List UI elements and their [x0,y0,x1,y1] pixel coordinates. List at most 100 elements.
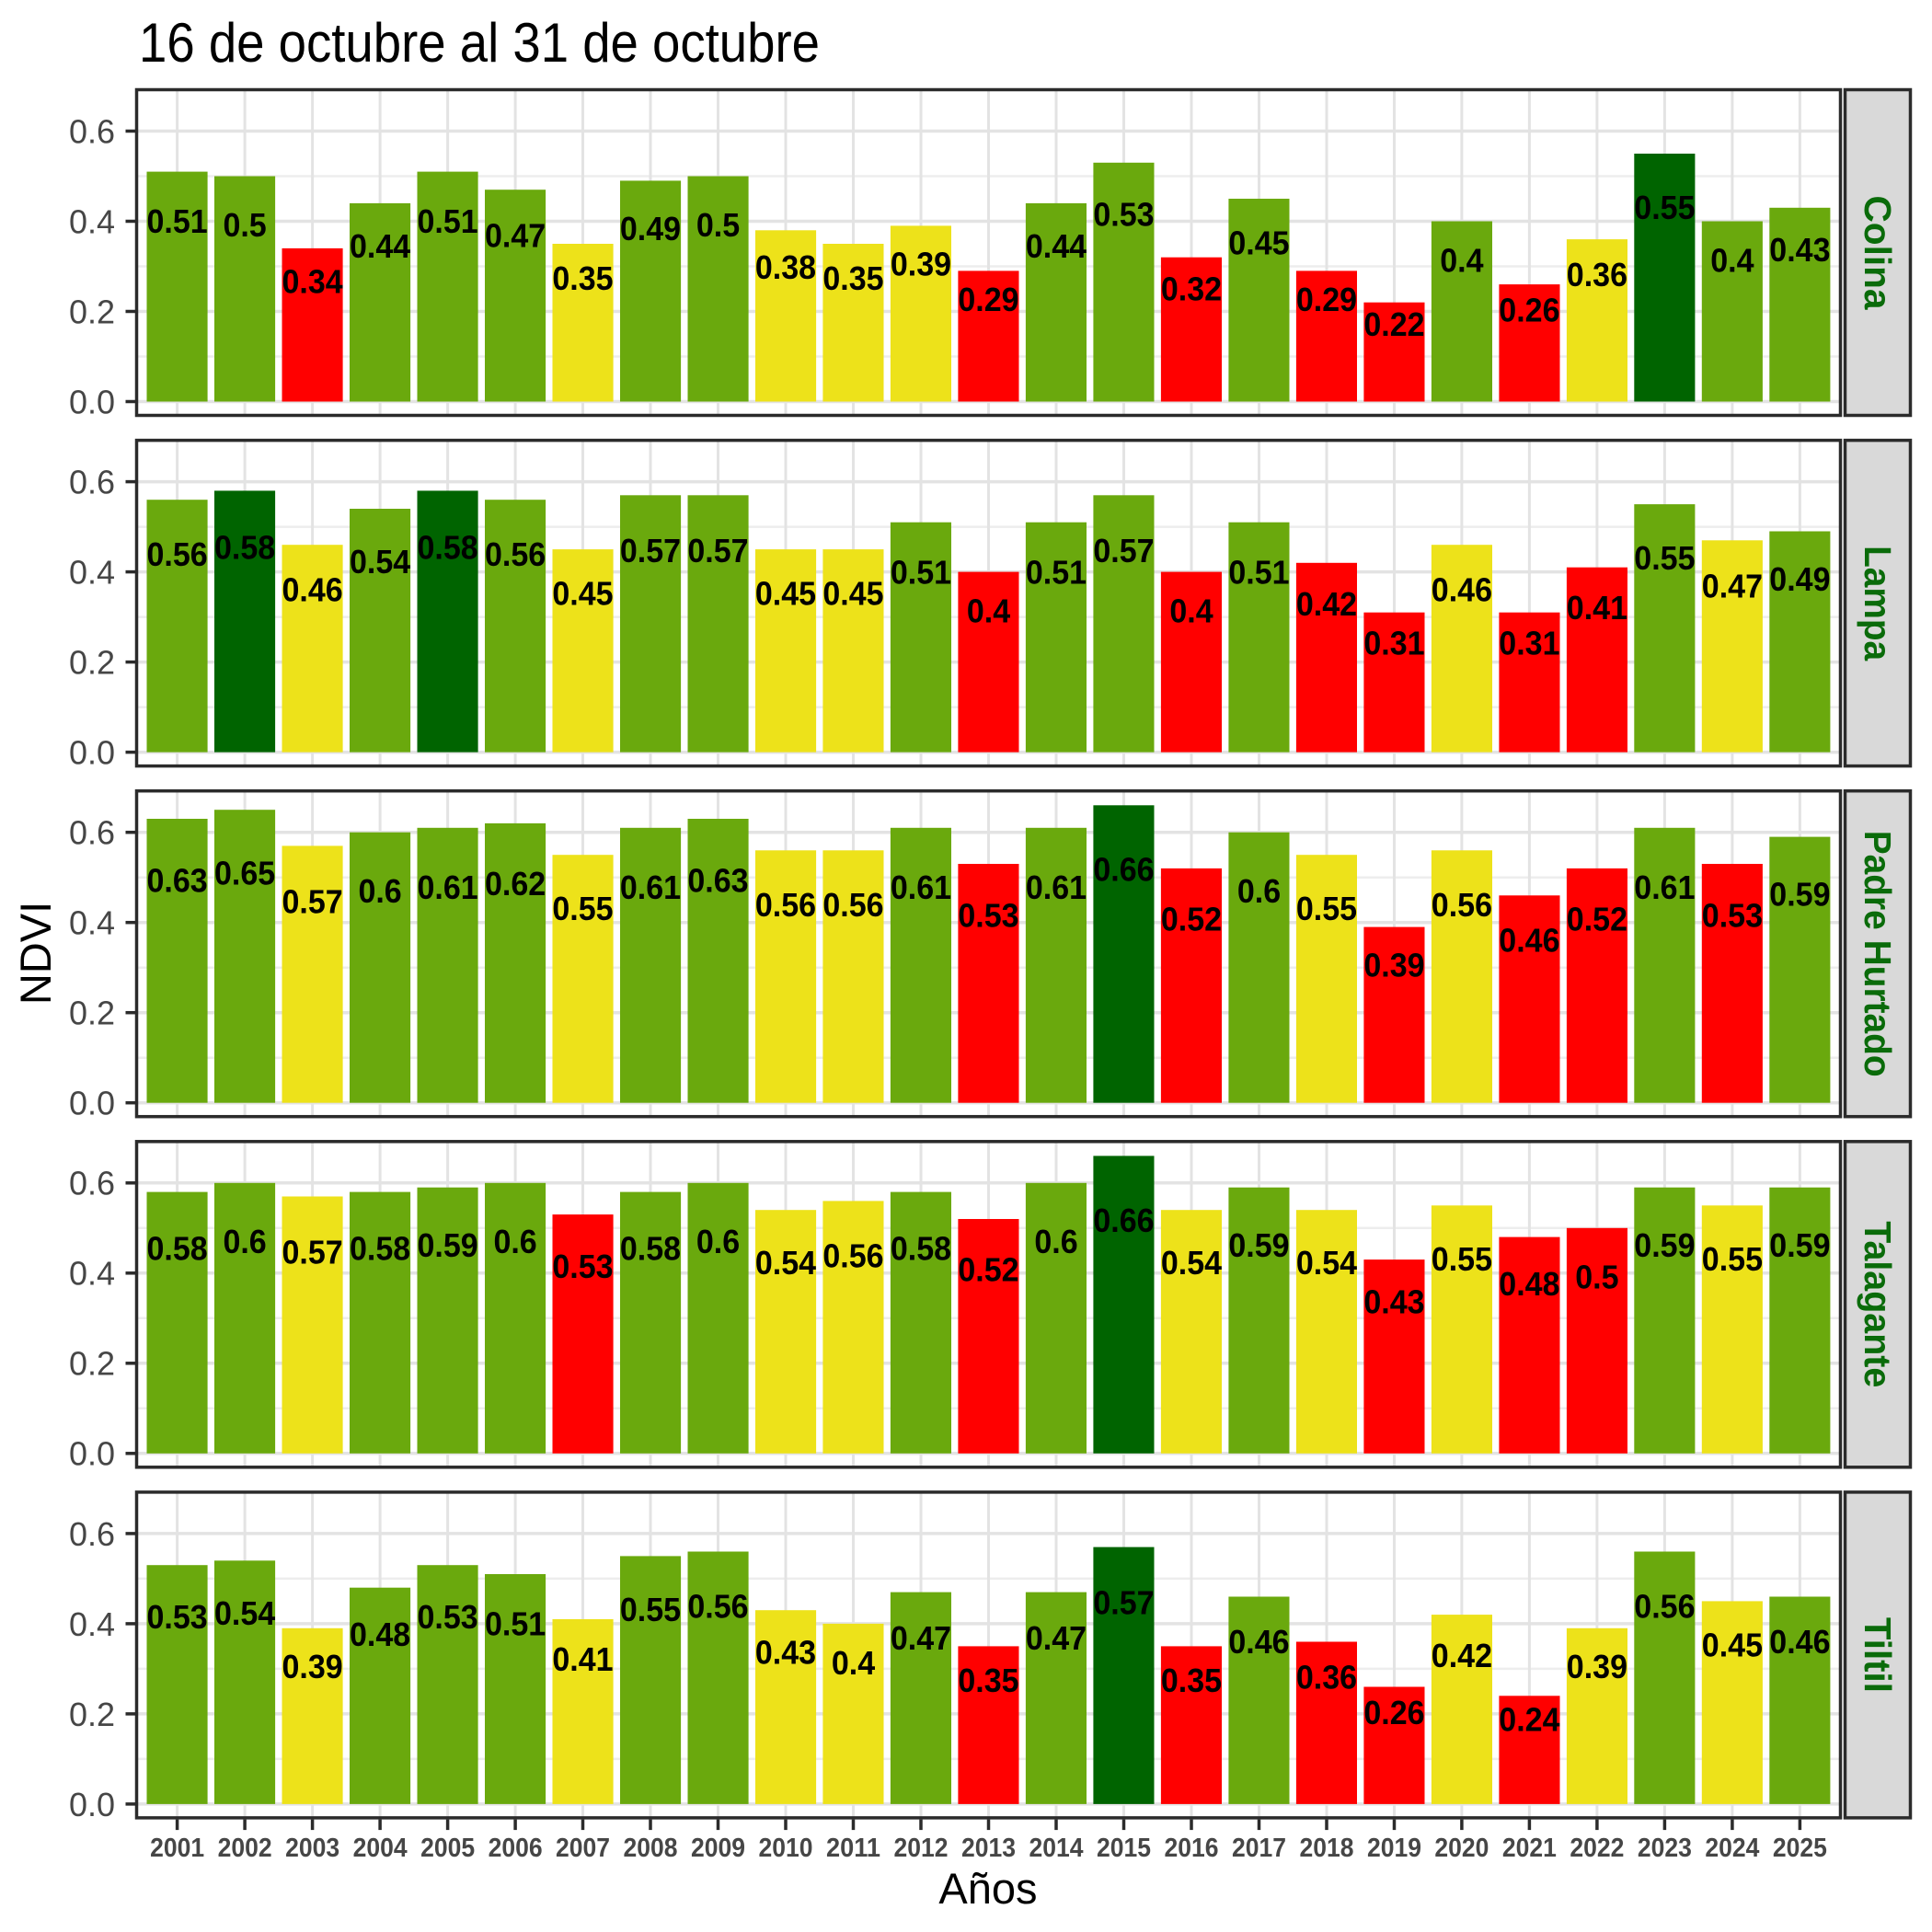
svg-text:0.55: 0.55 [1634,539,1695,577]
svg-text:0.6: 0.6 [69,112,115,150]
svg-text:0.52: 0.52 [958,1251,1018,1289]
svg-text:0.59: 0.59 [1769,876,1830,914]
svg-text:0.34: 0.34 [282,263,344,301]
svg-text:0.2: 0.2 [69,644,115,682]
svg-text:2022: 2022 [1570,1834,1624,1863]
svg-text:0.38: 0.38 [755,248,816,286]
svg-text:16 de octubre al 31 de octubre: 16 de octubre al 31 de octubre [139,12,820,74]
svg-text:0.56: 0.56 [1432,886,1492,924]
svg-text:2021: 2021 [1502,1834,1557,1863]
svg-text:0.57: 0.57 [1093,532,1154,569]
svg-text:0.6: 0.6 [1034,1223,1077,1260]
svg-text:2010: 2010 [759,1834,813,1863]
svg-text:0.54: 0.54 [1161,1244,1223,1282]
svg-text:0.42: 0.42 [1432,1637,1492,1674]
svg-text:0.39: 0.39 [891,245,951,282]
svg-text:0.35: 0.35 [552,259,613,297]
svg-text:0.0: 0.0 [69,1435,115,1473]
svg-text:0.57: 0.57 [620,532,681,569]
svg-text:0.58: 0.58 [350,1230,410,1268]
svg-text:0.46: 0.46 [282,571,343,609]
svg-text:0.4: 0.4 [1169,592,1213,630]
svg-text:0.61: 0.61 [620,868,681,906]
svg-text:0.6: 0.6 [69,814,115,852]
svg-text:0.43: 0.43 [1363,1282,1424,1320]
svg-text:0.45: 0.45 [822,574,883,612]
svg-text:0.61: 0.61 [418,868,478,906]
svg-text:0.44: 0.44 [1026,227,1087,265]
svg-text:0.53: 0.53 [552,1248,613,1285]
svg-text:0.51: 0.51 [1228,553,1289,591]
svg-text:0.41: 0.41 [552,1640,613,1678]
svg-text:0.4: 0.4 [69,202,115,240]
svg-text:0.6: 0.6 [69,1165,115,1202]
svg-text:0.58: 0.58 [891,1230,951,1268]
svg-text:0.5: 0.5 [696,206,740,244]
svg-text:2020: 2020 [1434,1834,1489,1863]
svg-text:0.2: 0.2 [69,1345,115,1383]
svg-text:0.44: 0.44 [350,227,411,265]
svg-text:2006: 2006 [489,1834,543,1863]
svg-text:0.57: 0.57 [687,532,748,569]
svg-text:0.39: 0.39 [1567,1648,1627,1685]
svg-text:0.4: 0.4 [967,592,1011,630]
svg-text:0.61: 0.61 [891,868,951,906]
svg-text:2002: 2002 [218,1834,272,1863]
svg-text:0.66: 0.66 [1093,1202,1154,1239]
svg-text:0.53: 0.53 [418,1598,478,1636]
svg-text:0.51: 0.51 [418,202,478,240]
svg-text:0.35: 0.35 [822,259,883,297]
svg-text:0.0: 0.0 [69,1085,115,1122]
svg-text:0.46: 0.46 [1228,1623,1289,1661]
svg-text:0.59: 0.59 [418,1226,478,1264]
svg-text:Años: Años [938,1864,1037,1913]
svg-text:0.55: 0.55 [1634,189,1695,226]
svg-text:2005: 2005 [420,1834,475,1863]
svg-text:0.6: 0.6 [69,1515,115,1553]
svg-text:0.0: 0.0 [69,734,115,772]
svg-text:0.49: 0.49 [620,210,681,247]
svg-text:0.45: 0.45 [1228,224,1289,261]
svg-text:0.61: 0.61 [1026,868,1087,906]
svg-text:Colina: Colina [1857,196,1899,311]
svg-text:0.4: 0.4 [1710,242,1754,280]
svg-text:2023: 2023 [1638,1834,1692,1863]
svg-text:0.63: 0.63 [687,861,748,899]
svg-text:0.45: 0.45 [1702,1627,1763,1664]
svg-text:0.55: 0.55 [552,890,613,927]
svg-text:0.43: 0.43 [1769,231,1830,269]
svg-text:0.5: 0.5 [1575,1258,1618,1295]
svg-text:0.55: 0.55 [1432,1240,1492,1278]
svg-text:2025: 2025 [1773,1834,1827,1863]
svg-text:2017: 2017 [1232,1834,1286,1863]
svg-text:0.52: 0.52 [1161,901,1222,938]
svg-text:0.53: 0.53 [1093,196,1154,234]
svg-text:0.26: 0.26 [1499,291,1559,328]
svg-text:0.24: 0.24 [1499,1701,1560,1739]
svg-text:0.6: 0.6 [223,1223,266,1260]
svg-text:2004: 2004 [353,1834,408,1863]
svg-text:0.53: 0.53 [1702,897,1763,935]
svg-text:0.52: 0.52 [1567,901,1627,938]
svg-text:2019: 2019 [1367,1834,1421,1863]
svg-text:0.4: 0.4 [69,554,115,592]
svg-text:0.65: 0.65 [214,855,275,892]
svg-text:Talagante: Talagante [1857,1221,1899,1387]
svg-text:0.51: 0.51 [485,1605,546,1643]
svg-text:0.59: 0.59 [1228,1226,1289,1264]
svg-text:0.53: 0.53 [147,1598,208,1636]
svg-text:0.59: 0.59 [1634,1226,1695,1264]
svg-text:0.55: 0.55 [1296,890,1357,927]
svg-text:0.56: 0.56 [822,1236,883,1274]
svg-text:0.59: 0.59 [1769,1226,1830,1264]
svg-text:0.6: 0.6 [1237,872,1281,910]
svg-text:0.4: 0.4 [69,904,115,942]
svg-text:0.6: 0.6 [493,1223,536,1260]
svg-text:0.46: 0.46 [1432,571,1492,609]
svg-text:Lampa: Lampa [1857,546,1899,661]
svg-text:0.56: 0.56 [147,535,208,573]
svg-text:0.2: 0.2 [69,995,115,1032]
svg-text:0.4: 0.4 [69,1605,115,1643]
svg-text:0.47: 0.47 [891,1619,951,1657]
svg-text:0.31: 0.31 [1499,624,1559,661]
